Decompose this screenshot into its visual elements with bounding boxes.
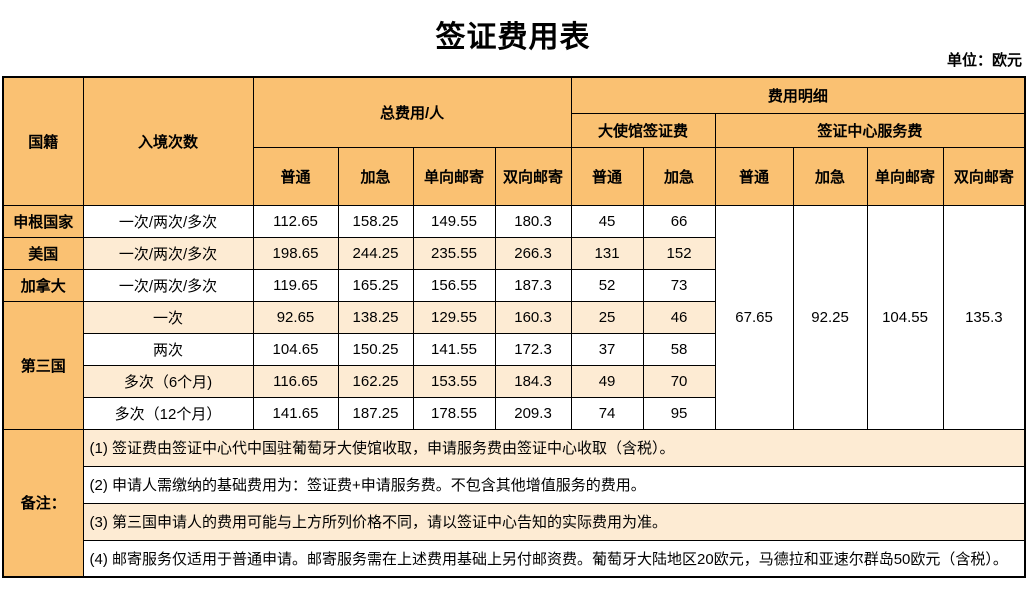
service-fee-cell: 92.25	[792, 204, 868, 430]
fee-cell: 70	[642, 364, 716, 398]
fee-cell: 129.55	[412, 300, 496, 334]
fee-cell: 235.55	[412, 236, 496, 270]
fee-cell: 58	[642, 332, 716, 366]
fee-cell: 150.25	[337, 332, 414, 366]
fee-cell: 45	[570, 204, 644, 238]
fee-cell: 165.25	[337, 268, 414, 302]
header-center-normal: 普通	[714, 146, 794, 206]
fee-cell: 187.25	[337, 396, 414, 430]
fee-cell: 149.55	[412, 204, 496, 238]
fee-cell: 158.25	[337, 204, 414, 238]
header-total-normal: 普通	[252, 146, 339, 206]
visa-fee-table: 国籍 入境次数 总费用/人 费用明细 大使馆签证费 签证中心服务费 普通 加急 …	[2, 76, 1026, 578]
note-item-4: (4) 邮寄服务仅适用于普通申请。邮寄服务需在上述费用基础上另付邮资费。葡萄牙大…	[82, 539, 1026, 578]
header-center-oneway-mail: 单向邮寄	[866, 146, 944, 206]
entries-cell: 多次（12个月）	[82, 396, 254, 430]
nationality-cell-third-country: 第三国	[2, 300, 84, 430]
fee-cell: 25	[570, 300, 644, 334]
header-total-fee: 总费用/人	[252, 76, 572, 148]
fee-cell: 172.3	[494, 332, 572, 366]
header-total-twoway-mail: 双向邮寄	[494, 146, 572, 206]
entries-cell: 多次（6个月)	[82, 364, 254, 398]
fee-cell: 73	[642, 268, 716, 302]
fee-cell: 95	[642, 396, 716, 430]
fee-cell: 119.65	[252, 268, 339, 302]
header-center-express: 加急	[792, 146, 868, 206]
fee-cell: 112.65	[252, 204, 339, 238]
fee-cell: 131	[570, 236, 644, 270]
note-item-2: (2) 申请人需缴纳的基础费用为：签证费+申请服务费。不包含其他增值服务的费用。	[82, 465, 1026, 504]
fee-cell: 152	[642, 236, 716, 270]
fee-cell: 52	[570, 268, 644, 302]
fee-cell: 92.65	[252, 300, 339, 334]
entries-cell: 两次	[82, 332, 254, 366]
unit-label: 单位：欧元	[946, 52, 1022, 69]
entries-cell: 一次/两次/多次	[82, 204, 254, 238]
fee-cell: 178.55	[412, 396, 496, 430]
fee-cell: 141.65	[252, 396, 339, 430]
service-fee-cell: 104.55	[866, 204, 944, 430]
fee-cell: 156.55	[412, 268, 496, 302]
header-embassy-fee: 大使馆签证费	[570, 112, 716, 148]
header-center-twoway-mail: 双向邮寄	[942, 146, 1026, 206]
notes-label: 备注：	[2, 428, 84, 578]
fee-cell: 187.3	[494, 268, 572, 302]
header-center-fee: 签证中心服务费	[714, 112, 1026, 148]
fee-cell: 66	[642, 204, 716, 238]
fee-cell: 104.65	[252, 332, 339, 366]
fee-cell: 244.25	[337, 236, 414, 270]
header-total-express: 加急	[337, 146, 414, 206]
fee-cell: 116.65	[252, 364, 339, 398]
header-embassy-normal: 普通	[570, 146, 644, 206]
fee-cell: 162.25	[337, 364, 414, 398]
header-entries: 入境次数	[82, 76, 254, 206]
service-fee-cell: 67.65	[714, 204, 794, 430]
fee-cell: 209.3	[494, 396, 572, 430]
header-embassy-express: 加急	[642, 146, 716, 206]
fee-cell: 153.55	[412, 364, 496, 398]
nationality-cell-usa: 美国	[2, 236, 84, 270]
fee-cell: 138.25	[337, 300, 414, 334]
header-nationality: 国籍	[2, 76, 84, 206]
page-title: 签证费用表	[435, 21, 591, 54]
fee-cell: 180.3	[494, 204, 572, 238]
fee-cell: 160.3	[494, 300, 572, 334]
entries-cell: 一次/两次/多次	[82, 268, 254, 302]
service-fee-cell: 135.3	[942, 204, 1026, 430]
nationality-cell-schengen: 申根国家	[2, 204, 84, 238]
fee-cell: 37	[570, 332, 644, 366]
header-fee-detail: 费用明细	[570, 76, 1026, 114]
entries-cell: 一次/两次/多次	[82, 236, 254, 270]
fee-cell: 184.3	[494, 364, 572, 398]
fee-cell: 266.3	[494, 236, 572, 270]
note-item-3: (3) 第三国申请人的费用可能与上方所列价格不同，请以签证中心告知的实际费用为准…	[82, 502, 1026, 541]
fee-cell: 74	[570, 396, 644, 430]
fee-cell: 141.55	[412, 332, 496, 366]
note-item-1: (1) 签证费由签证中心代中国驻葡萄牙大使馆收取，申请服务费由签证中心收取（含税…	[82, 428, 1026, 467]
fee-cell: 198.65	[252, 236, 339, 270]
fee-cell: 49	[570, 364, 644, 398]
entries-cell: 一次	[82, 300, 254, 334]
fee-cell: 46	[642, 300, 716, 334]
header-total-oneway-mail: 单向邮寄	[412, 146, 496, 206]
nationality-cell-canada: 加拿大	[2, 268, 84, 302]
